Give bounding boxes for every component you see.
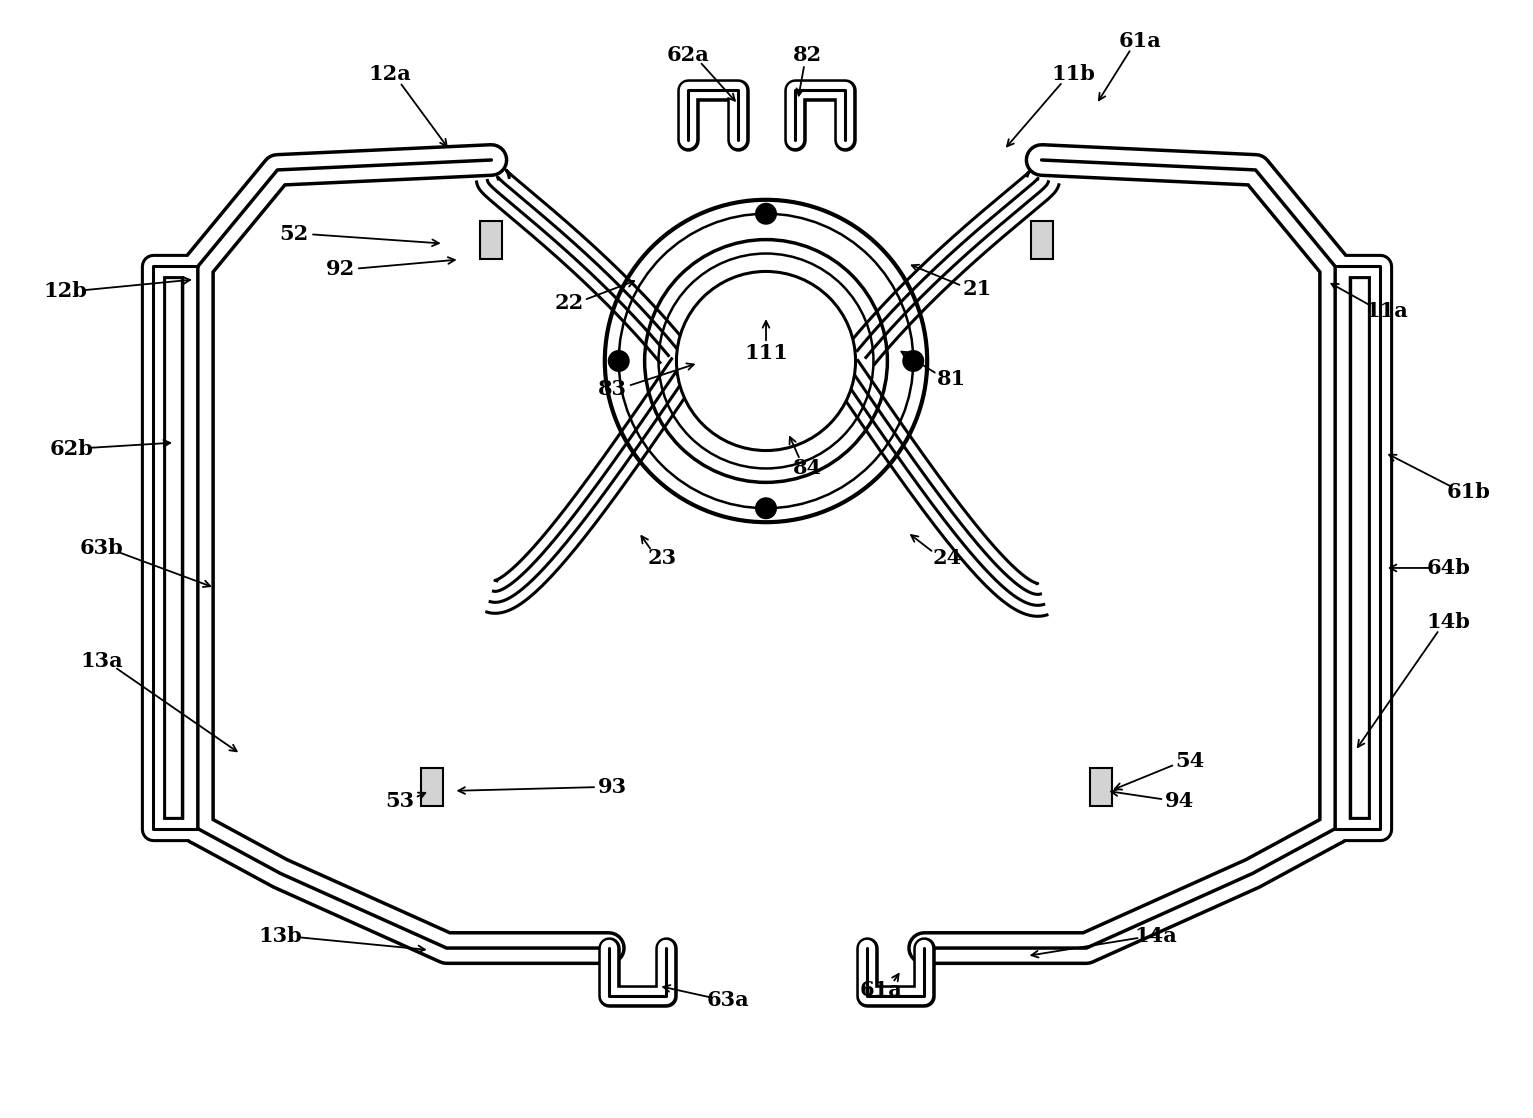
FancyBboxPatch shape [1090, 768, 1113, 806]
Text: 62b: 62b [49, 438, 94, 458]
Text: 64b: 64b [1427, 558, 1470, 578]
Circle shape [756, 203, 776, 224]
Text: 22: 22 [555, 293, 584, 313]
Text: 13b: 13b [259, 926, 302, 946]
Text: 14b: 14b [1427, 612, 1470, 632]
FancyBboxPatch shape [420, 768, 443, 806]
Text: 92: 92 [325, 259, 354, 280]
Text: 63b: 63b [80, 538, 123, 558]
Circle shape [609, 351, 629, 371]
Text: 53: 53 [385, 790, 414, 811]
Text: 24: 24 [932, 548, 961, 568]
Text: 23: 23 [648, 548, 678, 568]
Text: 61a: 61a [1119, 30, 1162, 50]
Text: 83: 83 [598, 379, 627, 399]
Text: 82: 82 [793, 45, 822, 65]
Text: 54: 54 [1176, 751, 1205, 771]
Circle shape [676, 272, 855, 451]
Text: 81: 81 [937, 369, 966, 389]
Text: 63a: 63a [707, 989, 750, 1010]
Text: 111: 111 [744, 343, 788, 363]
Text: 11b: 11b [1052, 65, 1096, 85]
Circle shape [756, 499, 776, 519]
Text: 21: 21 [963, 280, 992, 300]
Circle shape [903, 351, 923, 371]
Text: 84: 84 [793, 458, 822, 479]
Text: 14a: 14a [1134, 926, 1177, 946]
Text: 61a: 61a [860, 979, 903, 999]
Text: 13a: 13a [80, 652, 123, 672]
Text: 62a: 62a [667, 45, 710, 65]
FancyBboxPatch shape [480, 220, 503, 258]
FancyBboxPatch shape [1030, 220, 1053, 258]
Text: 52: 52 [279, 224, 310, 244]
Text: 11a: 11a [1366, 301, 1409, 321]
Text: 61b: 61b [1447, 482, 1490, 502]
Text: 93: 93 [598, 777, 627, 797]
Text: 94: 94 [1165, 790, 1194, 811]
Text: 12a: 12a [368, 65, 411, 85]
Text: 12b: 12b [43, 282, 87, 302]
